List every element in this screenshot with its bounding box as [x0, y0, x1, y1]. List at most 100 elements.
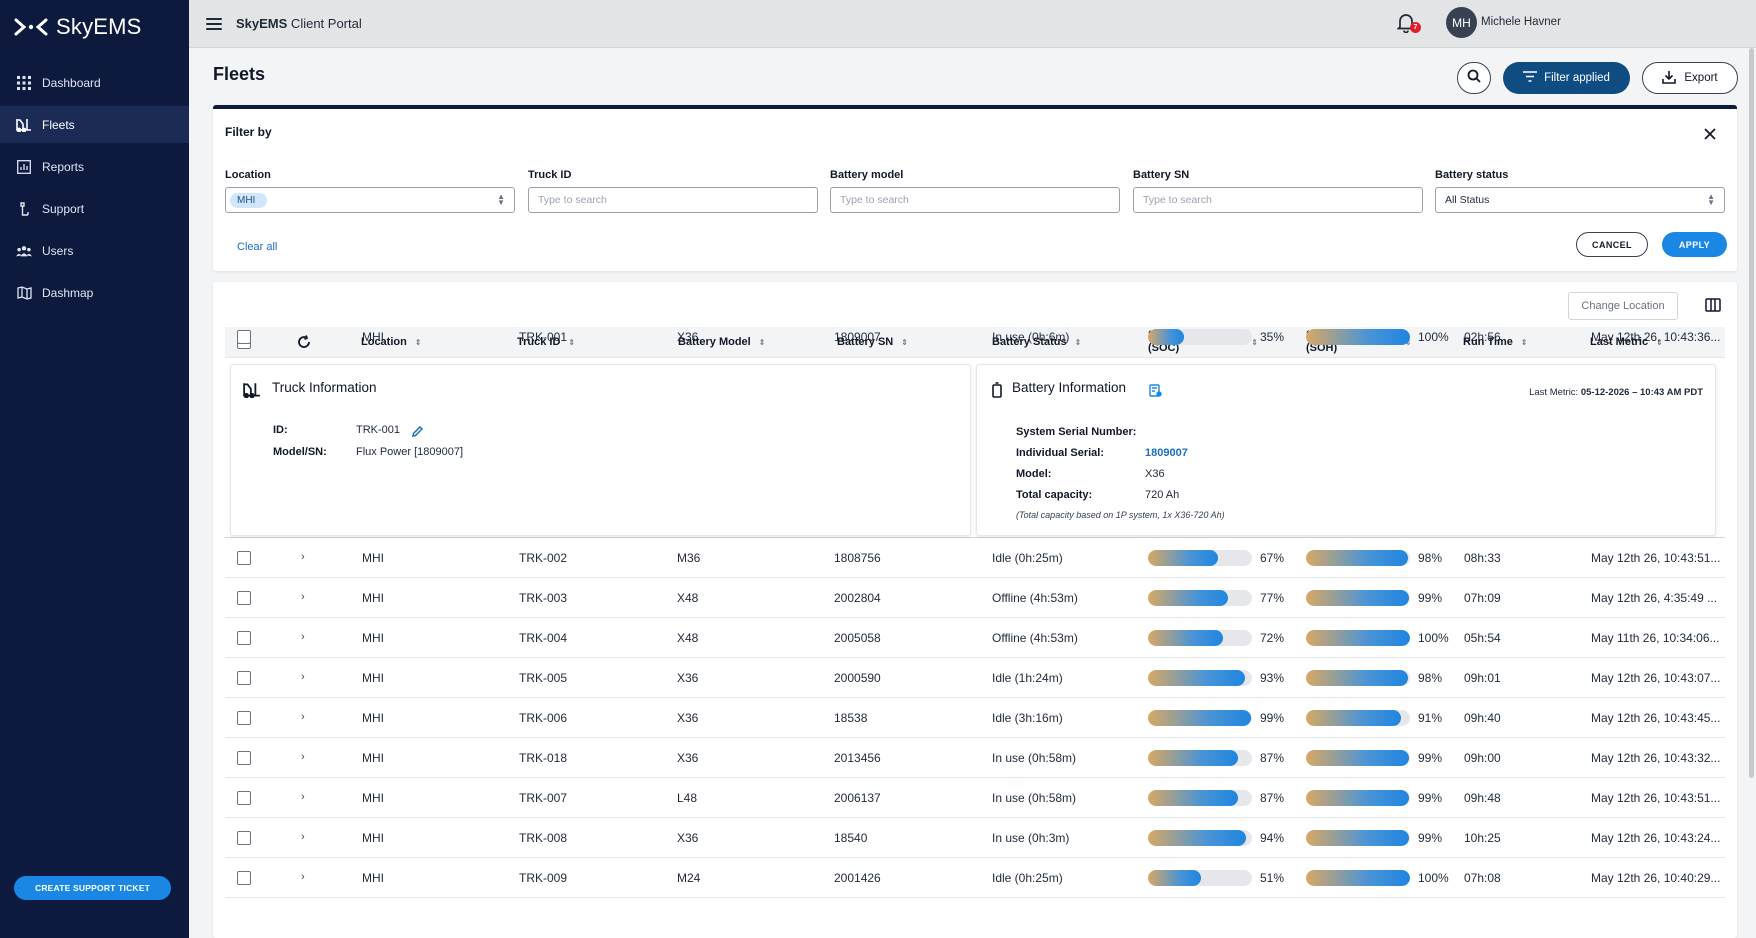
edit-icon[interactable] [412, 424, 424, 442]
truck-id-filter: Truck ID Type to search [528, 169, 818, 213]
row-checkbox[interactable] [237, 831, 251, 845]
table-row[interactable]: › MHI TRK-005 X36 2000590 Idle (1h:24m) 93% 98%… [225, 658, 1725, 698]
location-select[interactable]: MHI ▲ ▼ [225, 187, 515, 213]
soc-value: 93% [1260, 671, 1285, 685]
table-row[interactable]: › MHI TRK-018 X36 2013456 In use (0h:58m) 87% 9… [225, 738, 1725, 778]
battery-status-select[interactable]: All Status ▲ ▼ [1435, 187, 1725, 213]
filter-heading: Filter by [225, 125, 272, 139]
cell-battery-status: Idle (1h:24m) [992, 671, 1063, 685]
refresh-icon[interactable] [297, 335, 311, 354]
cell-truck-id: TRK-008 [519, 831, 568, 845]
truck-id-input[interactable]: Type to search [528, 187, 818, 213]
sidebar-item-users[interactable]: Users [0, 232, 189, 269]
soc-value: 94% [1260, 831, 1285, 845]
clear-all-link[interactable]: Clear all [237, 241, 278, 253]
table-row[interactable]: › MHI TRK-002 M36 1808756 Idle (0h:25m) 67% 98%… [225, 538, 1725, 578]
sidebar-item-reports[interactable]: Reports [0, 148, 189, 185]
battery-model-input[interactable]: Type to search [830, 187, 1120, 213]
row-divider [225, 357, 1725, 358]
sidebar-item-dashmap[interactable]: Dashmap [0, 274, 189, 311]
page-scrollbar[interactable] [1749, 48, 1754, 778]
location-chip[interactable]: MHI [230, 192, 268, 208]
table-row[interactable]: › MHI TRK-008 X36 18540 In use (0h:3m) 94% 99% 1… [225, 818, 1725, 858]
column-header-last-metric[interactable]: Last Metric ⇕ [1590, 335, 1663, 348]
sort-icon: ⇕ [1520, 337, 1528, 347]
chevron-right-icon[interactable]: › [301, 631, 305, 643]
change-location-button[interactable]: Change Location [1568, 292, 1678, 320]
row-checkbox[interactable] [237, 791, 251, 805]
top-bar: SkyEMS Client Portal [189, 0, 1756, 48]
table-row[interactable]: › MHI TRK-009 M24 2001426 Idle (0h:25m) 51% 100… [225, 858, 1725, 898]
table-row[interactable]: › MHI TRK-007 L48 2006137 In use (0h:58m) 87% 9… [225, 778, 1725, 818]
cell-last-metric: May 12th 26, 10:43:36... [1591, 330, 1721, 344]
row-checkbox[interactable] [237, 591, 251, 605]
logo[interactable]: SkyEMS [0, 0, 189, 54]
cancel-button[interactable]: CANCEL [1576, 232, 1648, 257]
chevron-right-icon[interactable]: › [301, 591, 305, 603]
table-row[interactable]: ⌄ MHI TRK-001 X36 1809007 In use (0h:6m) 35% 10… [225, 317, 1725, 357]
soh-bar [1306, 790, 1410, 806]
column-header-truck-id[interactable]: Truck ID ⇕ [517, 335, 576, 348]
chevron-down-icon[interactable]: ⌄ [301, 331, 311, 343]
user-name[interactable]: Michele Havner [1481, 16, 1561, 28]
chevron-right-icon[interactable]: › [301, 831, 305, 843]
battery-report-icon[interactable] [1149, 383, 1162, 402]
cell-last-metric: May 12th 26, 10:43:07... [1591, 671, 1721, 685]
cell-run-time: 05h:54 [1464, 631, 1501, 645]
field-label: Battery model [830, 169, 904, 181]
truck-information-card: Truck Information ID: TRK-001 Model/SN: … [230, 364, 971, 536]
row-checkbox[interactable] [237, 551, 251, 565]
row-checkbox[interactable] [237, 871, 251, 885]
column-header-location[interactable]: Location ⇕ [361, 335, 422, 348]
cell-run-time: 09h:40 [1464, 711, 1501, 725]
chevron-right-icon[interactable]: › [301, 711, 305, 723]
apply-button[interactable]: APPLY [1662, 232, 1727, 257]
individual-serial-link[interactable]: 1809007 [1145, 447, 1188, 459]
soc-value: 99% [1260, 711, 1285, 725]
create-support-ticket-button[interactable]: CREATE SUPPORT TICKET [14, 876, 171, 900]
sidebar-item-support[interactable]: Support [0, 190, 189, 227]
cell-battery-model: X36 [677, 671, 699, 685]
sidebar-item-fleets[interactable]: Fleets [0, 106, 189, 143]
soc-value: 51% [1260, 871, 1285, 885]
chevron-right-icon[interactable]: › [301, 791, 305, 803]
filter-panel: Filter by Location MHI ▲ ▼ Truck ID Type … [213, 105, 1737, 271]
table-row[interactable]: › MHI TRK-004 X48 2005058 Offline (4h:53m) 72%… [225, 618, 1725, 658]
location-filter: Location MHI ▲ ▼ [225, 169, 515, 213]
chevron-right-icon[interactable]: › [301, 871, 305, 883]
row-checkbox[interactable] [237, 751, 251, 765]
close-icon[interactable] [1703, 127, 1717, 141]
soc-value: 35% [1260, 330, 1285, 344]
row-checkbox[interactable] [237, 671, 251, 685]
chevron-right-icon[interactable]: › [301, 671, 305, 683]
avatar[interactable]: MH [1446, 7, 1477, 38]
page-title: Fleets [213, 64, 266, 84]
sidebar-item-dashboard[interactable]: Dashboard [0, 64, 189, 101]
column-header-battery-status[interactable]: Battery Status ⇕ [992, 335, 1082, 348]
capacity-note: (Total capacity based on 1P system, 1x X… [1016, 510, 1225, 520]
table-row[interactable]: › MHI TRK-003 X48 2002804 Offline (4h:53m) 77%… [225, 578, 1725, 618]
column-header-run-time[interactable]: Run Time ⇕ [1463, 335, 1528, 348]
battery-sn-filter: Battery SN Type to search [1133, 169, 1423, 213]
hamburger-menu-icon[interactable] [206, 17, 222, 30]
soh-value: 100% [1418, 330, 1449, 344]
soh-bar [1306, 670, 1410, 686]
table-row[interactable]: › MHI TRK-006 X36 18538 Idle (3h:16m) 99% 91% 09… [225, 698, 1725, 738]
search-button[interactable] [1457, 62, 1491, 94]
field-label: Battery status [1435, 169, 1509, 181]
row-checkbox[interactable] [237, 330, 251, 344]
chevron-right-icon[interactable]: › [301, 751, 305, 763]
battery-sn-input[interactable]: Type to search [1133, 187, 1423, 213]
row-checkbox[interactable] [237, 711, 251, 725]
export-button[interactable]: Export [1642, 62, 1738, 94]
columns-icon[interactable] [1705, 298, 1721, 312]
column-header-battery-model[interactable]: Battery Model ⇕ [678, 335, 766, 348]
row-checkbox[interactable] [237, 631, 251, 645]
chevron-right-icon[interactable]: › [301, 551, 305, 563]
column-header-battery-sn[interactable]: Battery SN ⇕ [837, 335, 908, 348]
soh-value: 99% [1418, 831, 1443, 845]
filter-button-label: Filter applied [1544, 72, 1610, 84]
cell-battery-status: Offline (4h:53m) [992, 631, 1078, 645]
filter-applied-button[interactable]: Filter applied [1503, 62, 1630, 94]
sort-icon: ⇕ [1251, 337, 1258, 347]
